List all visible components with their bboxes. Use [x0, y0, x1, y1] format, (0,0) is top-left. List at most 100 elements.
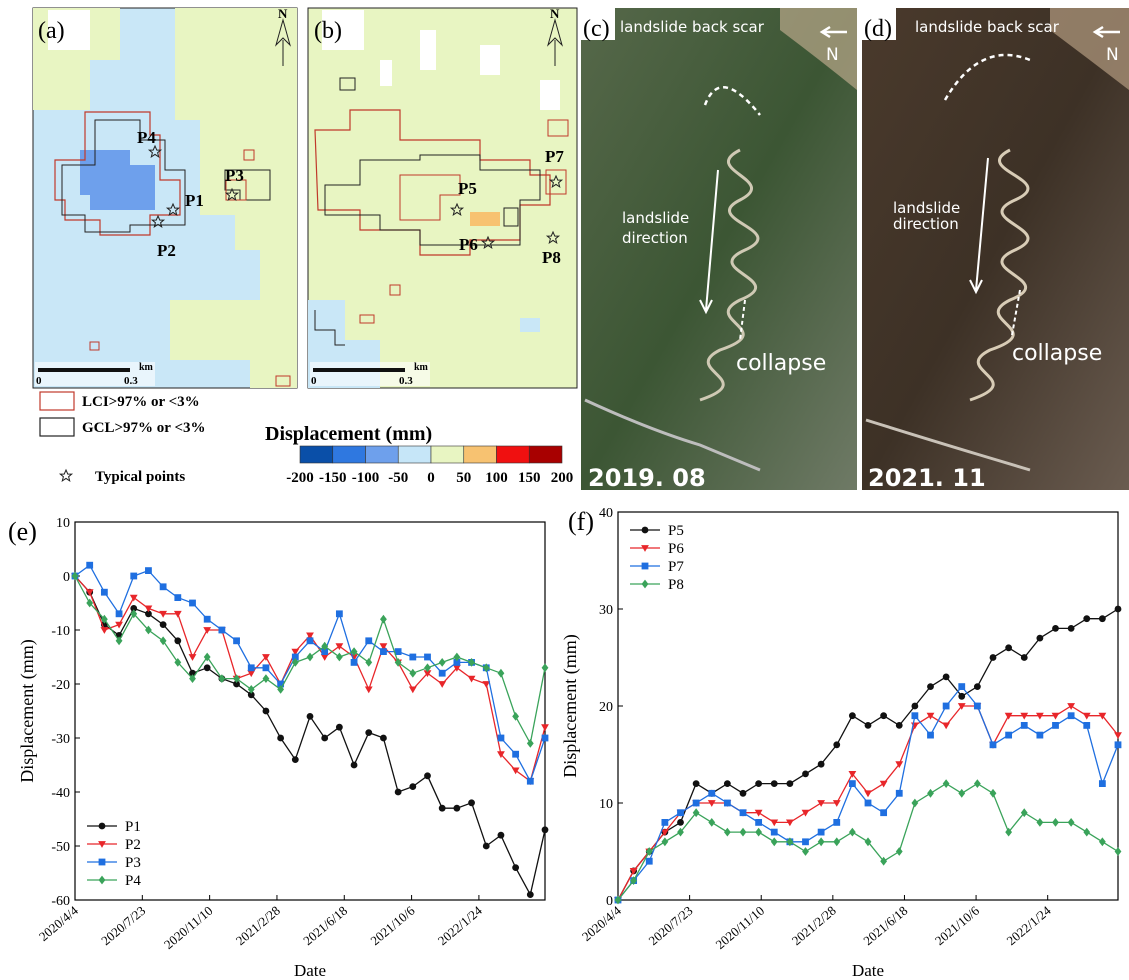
marker — [1115, 847, 1122, 856]
y-tick-label: -50 — [51, 840, 70, 855]
marker — [365, 729, 372, 736]
marker — [1114, 732, 1122, 739]
marker — [927, 789, 934, 798]
panel-label: (e) — [8, 517, 37, 546]
x-axis-label: Date — [294, 961, 326, 980]
legend-label: LCI>97% or <3% — [82, 394, 200, 410]
marker — [833, 819, 840, 826]
marker — [498, 669, 505, 678]
marker — [724, 828, 731, 837]
scale-unit: km — [139, 362, 154, 373]
colorbar-tick-label: 150 — [518, 470, 541, 486]
marker — [527, 891, 534, 898]
colorbar-swatch — [333, 446, 366, 463]
annotation: direction — [622, 229, 688, 247]
marker — [911, 712, 918, 719]
marker — [880, 781, 888, 788]
panel-label: (c) — [583, 16, 610, 42]
y-tick-label: -20 — [51, 678, 70, 693]
y-axis-label: Displacement (mm) — [17, 639, 38, 782]
colorbar-swatch — [398, 446, 431, 463]
marker — [802, 810, 810, 817]
marker — [468, 799, 475, 806]
marker — [661, 837, 668, 846]
marker — [1036, 732, 1043, 739]
marker — [927, 732, 934, 739]
marker — [527, 778, 534, 785]
marker — [307, 637, 314, 644]
marker — [1083, 615, 1090, 622]
marker — [277, 735, 284, 742]
y-tick-label: -40 — [51, 786, 70, 801]
marker — [1005, 732, 1012, 739]
marker — [1067, 703, 1075, 710]
marker — [990, 741, 997, 748]
annotation: landslide back scar — [620, 18, 765, 36]
colorbar-tick-label: 50 — [456, 470, 471, 486]
marker — [1036, 818, 1043, 827]
marker — [512, 768, 520, 775]
legend-label: Typical points — [95, 469, 185, 485]
marker — [380, 615, 387, 624]
legend-marker — [99, 823, 106, 830]
series-line — [618, 609, 1118, 900]
marker — [1099, 615, 1106, 622]
x-tick-label: 2021/6/18 — [860, 903, 910, 948]
x-tick-label: 2022/1/24 — [435, 902, 485, 948]
marker — [263, 708, 270, 715]
marker — [1099, 780, 1106, 787]
marker — [677, 819, 684, 826]
marker — [755, 819, 762, 826]
marker — [483, 843, 490, 850]
marker — [646, 858, 653, 865]
marker — [336, 610, 343, 617]
x-tick-label: 2020/4/4 — [579, 902, 624, 944]
annotation: collapse — [1012, 341, 1102, 366]
marker — [911, 799, 918, 808]
marker — [336, 653, 343, 662]
marker — [263, 674, 270, 683]
north-label: N — [278, 6, 288, 21]
y-tick-label: 30 — [599, 603, 613, 618]
marker — [942, 723, 950, 730]
marker — [439, 805, 446, 812]
marker — [849, 712, 856, 719]
marker — [145, 567, 152, 574]
marker — [911, 703, 918, 710]
x-tick-label: 2021/2/28 — [789, 903, 839, 948]
annotation: landslide — [622, 209, 689, 227]
marker — [307, 653, 314, 662]
photo-date: 2019. 08 — [588, 464, 706, 492]
marker — [292, 756, 299, 763]
panel-label: (d) — [864, 16, 892, 42]
marker — [189, 654, 197, 661]
legend-label: P8 — [668, 577, 684, 593]
marker — [130, 573, 137, 580]
legend-marker — [642, 527, 649, 534]
marker — [439, 658, 446, 667]
marker — [174, 637, 181, 644]
legend-label: P7 — [668, 559, 684, 575]
marker — [335, 643, 343, 650]
marker — [1052, 818, 1059, 827]
annotation: collapse — [736, 351, 826, 376]
legend-label: GCL>97% or <3% — [82, 420, 206, 436]
marker — [409, 669, 416, 678]
marker — [958, 693, 965, 700]
marker — [160, 621, 167, 628]
legend-label: P5 — [668, 523, 684, 539]
marker — [512, 864, 519, 871]
marker — [833, 837, 840, 846]
marker — [542, 826, 549, 833]
marker — [896, 847, 903, 856]
marker — [896, 790, 903, 797]
marker — [724, 800, 731, 807]
marker — [693, 800, 700, 807]
scale-start: 0 — [36, 375, 42, 387]
point-label: P2 — [157, 241, 176, 260]
marker — [1115, 606, 1122, 613]
marker — [771, 829, 778, 836]
marker — [365, 687, 373, 694]
legend-label: P1 — [125, 819, 141, 835]
series-line — [75, 576, 545, 895]
